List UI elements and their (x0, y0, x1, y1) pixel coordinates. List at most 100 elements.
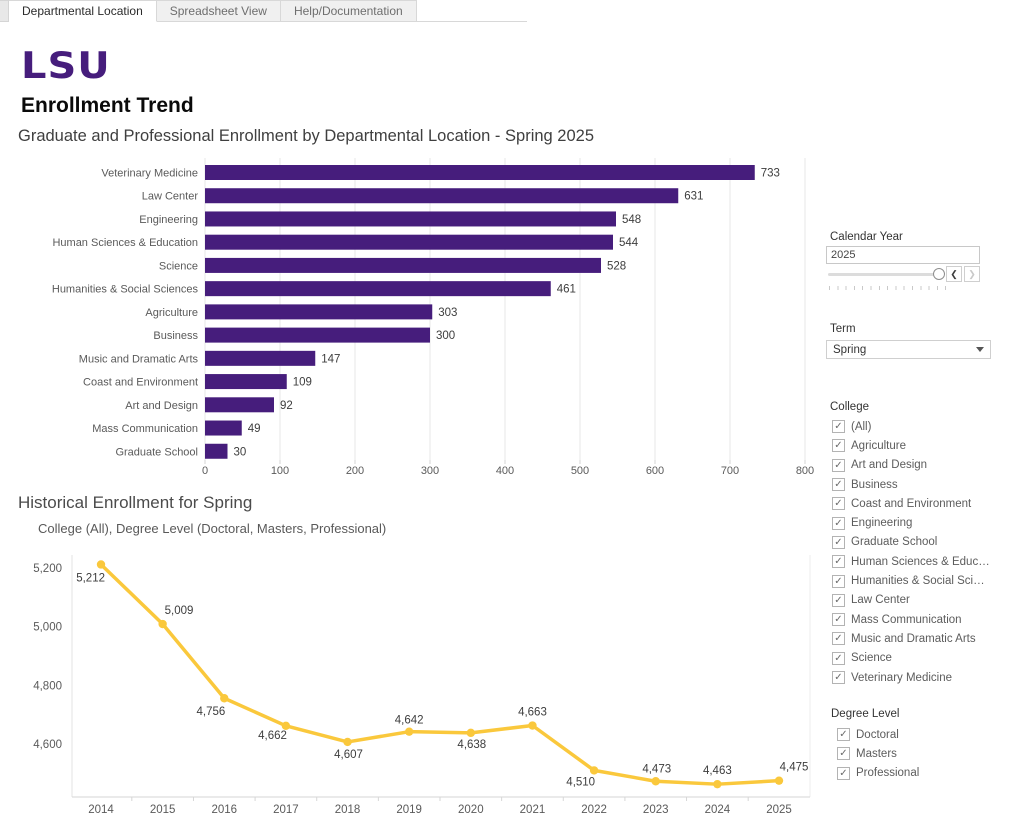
bar-mark[interactable] (205, 397, 274, 413)
bar-x-tick-label: 500 (571, 465, 589, 477)
line-x-tick-label: 2019 (396, 804, 422, 816)
bar-mark[interactable] (205, 281, 551, 297)
bar-mark[interactable] (205, 165, 755, 180)
bar-x-tick-label: 200 (346, 465, 364, 477)
bar-mark[interactable] (205, 234, 613, 250)
bar-mark[interactable] (205, 257, 601, 273)
college-filter-item[interactable]: ✓ Art and Design (832, 456, 990, 475)
calendar-year-slider-track[interactable] (828, 273, 942, 276)
line-point[interactable] (343, 737, 352, 747)
calendar-year-prev-button[interactable]: ❮ (946, 266, 962, 282)
checkbox-icon[interactable]: ✓ (832, 478, 845, 492)
college-filter-item[interactable]: ✓ Law Center (832, 591, 990, 610)
college-filter-item[interactable]: ✓ Graduate School (832, 533, 990, 552)
bar-value-label: 147 (321, 353, 340, 365)
line-point[interactable] (281, 721, 291, 731)
calendar-year-input[interactable] (826, 246, 980, 264)
college-filter-item[interactable]: ✓ Agriculture (832, 436, 990, 455)
line-point-label: 4,662 (258, 730, 287, 742)
line-x-tick-label: 2025 (766, 804, 792, 816)
degree-level-filter-item[interactable]: ✓ Professional (837, 764, 919, 783)
checkbox-icon[interactable]: ✓ (832, 671, 845, 684)
tab-spreadsheet-view[interactable]: Spreadsheet View (156, 0, 281, 22)
tab-help-documentation[interactable]: Help/Documentation (280, 0, 417, 22)
line-point[interactable] (651, 777, 660, 786)
checkbox-icon[interactable]: ✓ (832, 632, 845, 646)
checkbox-icon[interactable]: ✓ (832, 613, 845, 627)
college-filter-item[interactable]: ✓ Coast and Environment (832, 494, 990, 513)
checkbox-icon[interactable]: ✓ (832, 555, 845, 569)
bar-value-label: 461 (557, 284, 576, 296)
bar-category-label: Business (153, 330, 198, 342)
college-filter-item[interactable]: ✓ Music and Dramatic Arts (832, 629, 990, 648)
bar-category-label: Mass Communication (92, 423, 198, 435)
calendar-year-next-button[interactable]: ❯ (964, 266, 980, 282)
tab-strip-tail (416, 0, 527, 22)
college-filter-item[interactable]: ✓ Human Sciences & Educ… (832, 552, 990, 571)
line-x-tick-label: 2022 (581, 804, 607, 816)
college-filter-item-label: Engineering (851, 517, 913, 530)
bar-category-label: Veterinary Medicine (101, 168, 198, 180)
line-x-tick-label: 2014 (88, 804, 114, 816)
college-filter-item[interactable]: ✓ Science (832, 649, 990, 668)
bar-mark[interactable] (205, 443, 228, 459)
checkbox-icon[interactable]: ✓ (832, 535, 845, 549)
college-filter-item[interactable]: ✓ Mass Communication (832, 610, 990, 629)
checkbox-icon[interactable]: ✓ (832, 574, 845, 588)
college-filter-item-label: Human Sciences & Educ… (851, 555, 990, 568)
term-dropdown[interactable]: Spring (826, 340, 991, 359)
line-point[interactable] (404, 727, 414, 736)
checkbox-icon[interactable]: ✓ (837, 728, 850, 742)
bar-mark[interactable] (205, 188, 679, 204)
checkbox-icon[interactable]: ✓ (832, 420, 845, 434)
tab-strip-stub (0, 0, 9, 22)
line-point[interactable] (96, 560, 106, 569)
historical-enrollment-line-chart[interactable]: 4,600 4,800 5,000 5,200 2014 2015 2016 2017 2018… (0, 545, 820, 828)
checkbox-icon[interactable]: ✓ (832, 516, 845, 530)
line-point[interactable] (220, 694, 229, 703)
college-filter-item[interactable]: ✓ Humanities & Social Sci… (832, 571, 990, 590)
line-point[interactable] (589, 766, 599, 775)
tab-departmental-location[interactable]: Departmental Location (9, 0, 157, 22)
college-label: College (830, 401, 869, 413)
college-filter-item[interactable]: ✓ Veterinary Medicine (832, 668, 990, 687)
line-point[interactable] (158, 619, 167, 629)
bar-mark[interactable] (205, 327, 430, 343)
bar-value-label: 109 (293, 377, 312, 389)
bar-value-label: 631 (684, 191, 703, 203)
college-filter-item-label: Mass Communication (851, 613, 962, 626)
line-point[interactable] (713, 779, 722, 789)
degree-level-filter-item[interactable]: ✓ Doctoral (837, 725, 919, 744)
checkbox-icon[interactable]: ✓ (832, 651, 845, 665)
bar-x-tick-label: 300 (421, 465, 439, 477)
line-x-tick-label: 2020 (458, 804, 484, 816)
bar-mark[interactable] (205, 374, 287, 390)
enrollment-bar-chart[interactable]: 0 100 200 300 400 500 600 700 800 Veterinary Medi… (0, 155, 820, 490)
college-filter-item[interactable]: ✓ Business (832, 475, 990, 494)
degree-level-filter-item[interactable]: ✓ Masters (837, 744, 919, 763)
lsu-logo: LSU (21, 44, 111, 88)
bar-mark[interactable] (205, 211, 616, 227)
calendar-year-slider-thumb[interactable] (933, 268, 945, 280)
bar-value-label: 528 (607, 260, 626, 272)
checkbox-icon[interactable]: ✓ (832, 593, 845, 607)
line-point-label: 4,638 (457, 739, 486, 751)
checkbox-icon[interactable]: ✓ (837, 747, 850, 761)
bar-mark[interactable] (205, 420, 242, 436)
checkbox-icon[interactable]: ✓ (837, 766, 850, 780)
checkbox-icon[interactable]: ✓ (832, 458, 845, 472)
college-filter-item[interactable]: ✓ (All) (832, 417, 990, 436)
tab-bar: Departmental Location Spreadsheet View Hel… (0, 0, 527, 22)
college-filter-item-label: Music and Dramatic Arts (851, 632, 976, 645)
line-point[interactable] (466, 728, 476, 738)
line-point[interactable] (774, 776, 784, 785)
line-point[interactable] (528, 721, 537, 730)
checkbox-icon[interactable]: ✓ (832, 497, 845, 511)
bar-mark[interactable] (205, 304, 433, 320)
checkbox-icon[interactable]: ✓ (832, 439, 845, 453)
bar-mark[interactable] (205, 350, 316, 366)
college-filter-item[interactable]: ✓ Engineering (832, 513, 990, 532)
line-series (99, 562, 781, 786)
college-filter-list: ✓ (All) ✓ Agriculture ✓ Art and Design ✓ Busine… (832, 417, 990, 687)
